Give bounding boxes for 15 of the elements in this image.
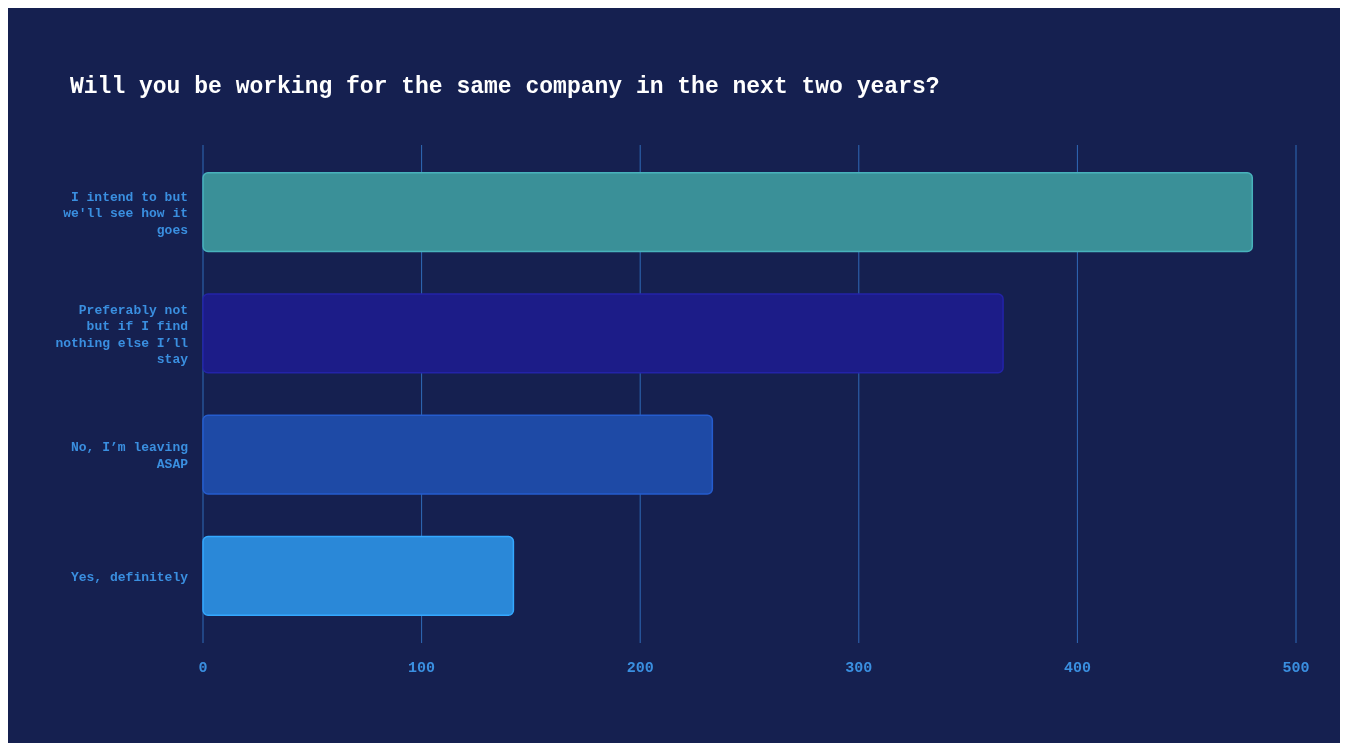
x-tick-label: 200: [626, 660, 654, 677]
bar: [202, 293, 1004, 374]
y-tick-label: Yes, definitely: [70, 569, 189, 585]
x-tick-label: 300: [845, 660, 873, 677]
y-tick-label: Preferably not but if I find nothing else I’ll stay: [55, 302, 189, 368]
y-tick-label: I intend to but we'll see how it goes: [63, 189, 189, 238]
x-tick-label: 400: [1063, 660, 1091, 677]
chart-title: Will you be working for the same company in the next two years?: [70, 74, 940, 100]
bar: [202, 535, 515, 617]
x-tick-label: 0: [198, 660, 208, 677]
x-tick-label: 500: [1282, 660, 1310, 677]
x-tick-label: 100: [408, 660, 436, 677]
bar: [202, 171, 1254, 253]
y-tick-label: No, I’m leaving ASAP: [70, 440, 189, 472]
bar: [202, 414, 714, 495]
